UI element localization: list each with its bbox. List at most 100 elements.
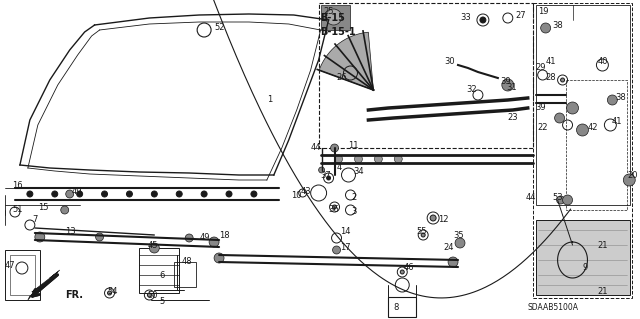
Text: 10: 10 [291,191,301,201]
Text: 51: 51 [12,205,22,214]
Circle shape [448,257,458,267]
Text: B-15: B-15 [321,13,346,23]
Circle shape [35,232,45,242]
Text: 44: 44 [525,194,536,203]
Text: 2: 2 [351,194,356,203]
Text: FR.: FR. [65,290,83,300]
Polygon shape [319,32,373,90]
Circle shape [108,291,111,295]
Text: 53: 53 [552,194,563,203]
FancyArrowPatch shape [33,275,58,296]
Circle shape [201,191,207,197]
Text: 6: 6 [159,271,164,279]
Circle shape [394,155,403,163]
Circle shape [455,238,465,248]
Text: 43: 43 [301,188,311,197]
Circle shape [61,206,68,214]
Circle shape [226,191,232,197]
Circle shape [326,9,342,25]
Circle shape [66,190,74,198]
Text: 52: 52 [214,24,225,33]
Bar [566,80,627,210]
Circle shape [331,144,339,152]
Circle shape [209,237,219,247]
Circle shape [607,95,618,105]
Text: 7: 7 [32,216,37,225]
Circle shape [149,243,159,253]
Text: SDAAB5100A: SDAAB5100A [528,303,579,313]
Circle shape [52,191,58,197]
Bar [388,297,416,317]
Text: 13: 13 [65,227,76,236]
Text: 1: 1 [267,95,272,105]
Text: 42: 42 [588,123,598,132]
Circle shape [502,79,514,91]
Circle shape [541,23,550,33]
Bar [532,3,632,298]
Circle shape [95,233,104,241]
Text: 11: 11 [349,140,359,150]
Text: 19: 19 [538,8,548,17]
Circle shape [326,176,331,180]
Circle shape [480,17,486,23]
Circle shape [400,270,404,274]
Circle shape [27,191,33,197]
Text: 41: 41 [546,57,556,66]
Text: 3: 3 [351,206,357,216]
Text: 12: 12 [438,216,449,225]
Text: 32: 32 [466,85,477,94]
Circle shape [319,167,324,173]
Text: 44: 44 [310,144,321,152]
Text: 38: 38 [552,20,563,29]
Circle shape [251,191,257,197]
Circle shape [421,233,425,237]
Bar [319,3,532,148]
Text: 15: 15 [38,204,49,212]
Text: B-15-1: B-15-1 [321,27,356,37]
Text: 45: 45 [147,241,158,249]
Circle shape [623,174,636,186]
Circle shape [557,196,564,204]
Text: 20: 20 [627,170,638,180]
Circle shape [77,191,83,197]
Bar [10,255,35,295]
Circle shape [563,195,573,205]
Circle shape [430,215,436,221]
Text: 34: 34 [353,167,364,176]
Text: 36: 36 [328,205,339,214]
Text: 18: 18 [219,231,230,240]
Text: 40: 40 [597,57,608,66]
Polygon shape [28,270,60,300]
Circle shape [561,78,564,82]
Text: 47: 47 [5,261,15,270]
Text: 49: 49 [72,188,82,197]
Text: 23: 23 [508,114,518,122]
Text: 35: 35 [453,231,463,240]
Text: 4: 4 [337,164,342,173]
Circle shape [147,293,151,297]
Text: 33: 33 [460,13,471,23]
Bar [5,250,40,300]
Circle shape [333,246,340,254]
Text: 24: 24 [443,243,454,253]
Circle shape [176,191,182,197]
Circle shape [577,124,588,136]
Text: 39: 39 [500,78,511,86]
Circle shape [566,102,579,114]
Bar [536,5,630,205]
Text: 17: 17 [340,243,351,253]
Text: 38: 38 [615,93,626,102]
Circle shape [374,155,382,163]
Text: 28: 28 [546,73,556,83]
Text: 31: 31 [506,84,516,93]
Text: 27: 27 [516,11,526,19]
Circle shape [333,205,337,209]
Text: 16: 16 [12,182,22,190]
Text: 26: 26 [337,73,347,83]
Bar [140,248,179,293]
Text: 8: 8 [394,303,399,313]
Text: 30: 30 [444,57,454,66]
Circle shape [102,191,108,197]
Circle shape [555,113,564,123]
Text: 9: 9 [582,263,588,272]
